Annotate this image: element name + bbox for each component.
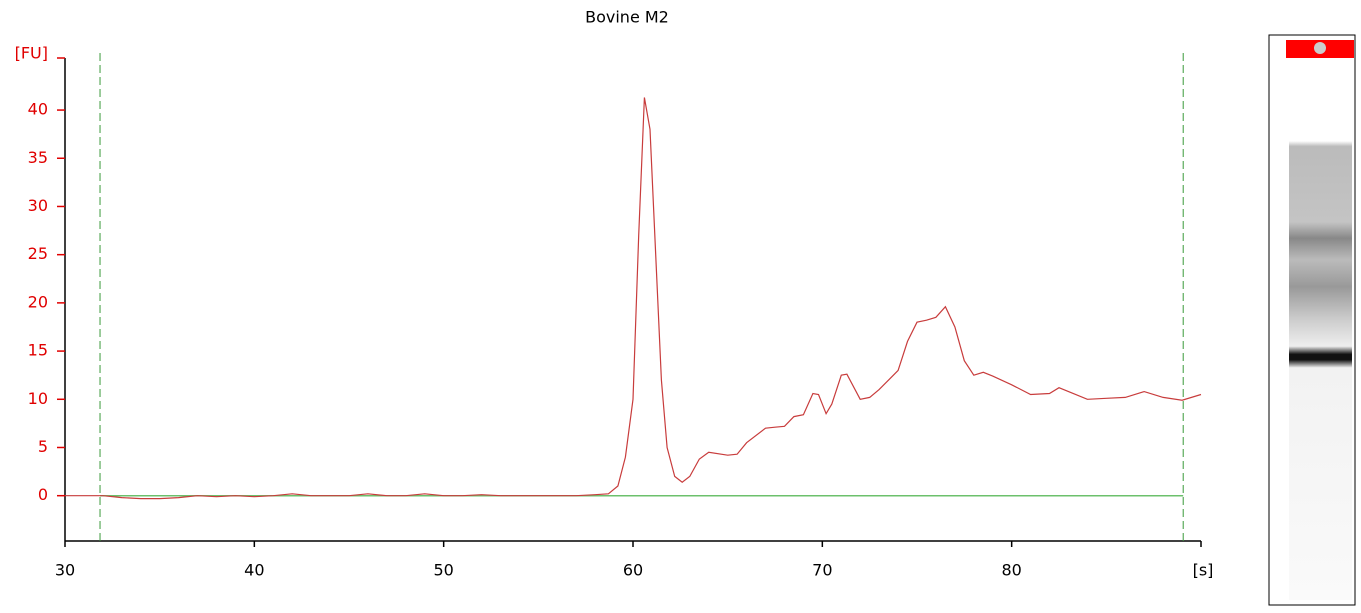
y-tick-label: 5 (38, 437, 48, 456)
y-tick-label: 35 (28, 148, 48, 167)
chart-title: Bovine M2 (585, 8, 669, 27)
y-tick-label: 25 (28, 244, 48, 263)
y-tick-label: 30 (28, 196, 48, 215)
trace (65, 97, 1202, 500)
x-tick-label: 80 (1001, 561, 1021, 580)
x-tick-label: 30 (55, 561, 75, 580)
gel-lane-frame (1268, 34, 1356, 606)
y-axis-label: [FU] (15, 44, 48, 63)
x-tick-label: 40 (244, 561, 264, 580)
y-tick-label: 10 (28, 389, 48, 408)
gel-image (1289, 60, 1352, 600)
y-tick-label: 0 (38, 485, 48, 504)
gel-icon (1314, 42, 1326, 54)
y-tick-label: 40 (28, 100, 48, 119)
y-tick-label: 20 (28, 292, 48, 311)
y-tick-label: 15 (28, 341, 48, 360)
x-tick-label: 60 (623, 561, 643, 580)
x-axis-label: [s] (1193, 561, 1214, 580)
x-tick-label: 50 (433, 561, 453, 580)
x-tick-label: 70 (812, 561, 832, 580)
